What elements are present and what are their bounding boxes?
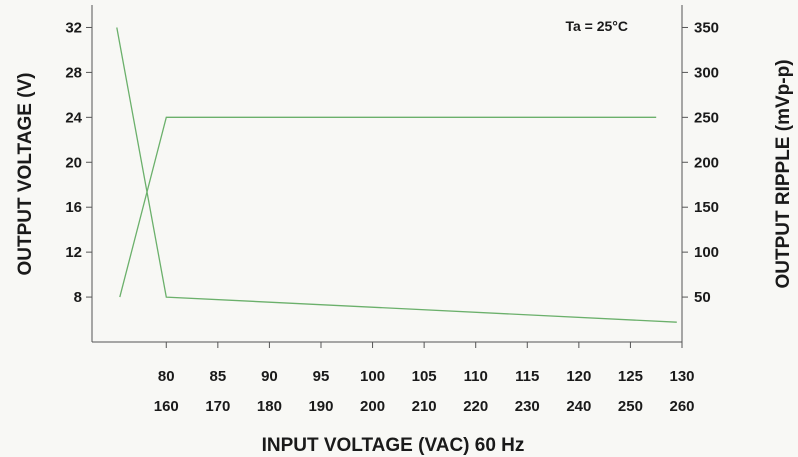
x-tick-label-primary: 120 — [566, 368, 591, 385]
output-ripple-line — [116, 27, 677, 323]
x-tick-label-secondary: 210 — [412, 398, 437, 415]
left-y-tick-label: 16 — [65, 199, 82, 216]
series-lines — [116, 27, 677, 323]
left-y-tick-label: 28 — [65, 64, 82, 81]
left-y-tick-label: 20 — [65, 154, 82, 171]
x-tick-label-primary: 105 — [412, 368, 437, 385]
x-tick-label-secondary: 160 — [154, 398, 179, 415]
x-tick-label-primary: 100 — [360, 368, 385, 385]
right-y-tick-label: 200 — [694, 154, 719, 171]
x-tick-label-primary: 80 — [158, 368, 175, 385]
right-y-tick-label: 350 — [694, 19, 719, 36]
x-tick-label-primary: 85 — [209, 368, 226, 385]
x-tick-label-secondary: 250 — [618, 398, 643, 415]
left-y-tick-label: 8 — [74, 289, 82, 306]
temperature-annotation: Ta = 25°C — [565, 18, 628, 34]
x-tick-label-primary: 110 — [464, 368, 488, 385]
x-tick-label-primary: 90 — [261, 368, 278, 385]
x-tick-label-secondary: 170 — [205, 398, 230, 415]
right-y-tick-label: 250 — [694, 109, 719, 126]
right-y-tick-label: 100 — [694, 244, 719, 261]
x-tick-label-primary: 95 — [313, 368, 330, 385]
x-tick-label-secondary: 240 — [566, 398, 591, 415]
right-y-tick-label: 300 — [694, 64, 719, 81]
left-y-axis-title: OUTPUT VOLTAGE (V) — [15, 72, 36, 275]
left-y-tick-label: 24 — [65, 109, 82, 126]
x-tick-label-primary: 125 — [618, 368, 643, 385]
axes — [91, 5, 683, 343]
left-y-tick-label: 12 — [65, 244, 82, 261]
x-tick-label-secondary: 200 — [360, 398, 385, 415]
right-y-tick-label: 50 — [694, 289, 711, 306]
x-tick-label-secondary: 220 — [463, 398, 488, 415]
x-tick-label-secondary: 260 — [669, 398, 694, 415]
left-y-ticks: 8 12 16 20 24 28 32 — [65, 19, 92, 306]
x-tick-label-primary: 130 — [669, 368, 694, 385]
right-y-axis-title: OUTPUT RIPPLE (mVp-p) — [773, 59, 794, 288]
right-y-tick-label: 150 — [694, 199, 719, 216]
x-ticks: 80 160 85 170 90 180 95 190 100 200 105 210 110 220 11… — [154, 342, 695, 415]
x-tick-label-secondary: 230 — [515, 398, 540, 415]
left-y-tick-label: 32 — [65, 19, 82, 36]
right-y-ticks: 50 100 150 200 250 300 350 — [682, 19, 719, 306]
x-axis-title: INPUT VOLTAGE (VAC) 60 Hz — [262, 435, 525, 456]
x-tick-label-secondary: 190 — [308, 398, 333, 415]
x-tick-label-secondary: 180 — [257, 398, 282, 415]
output-voltage-line — [119, 116, 657, 298]
x-tick-label-primary: 115 — [515, 368, 539, 385]
